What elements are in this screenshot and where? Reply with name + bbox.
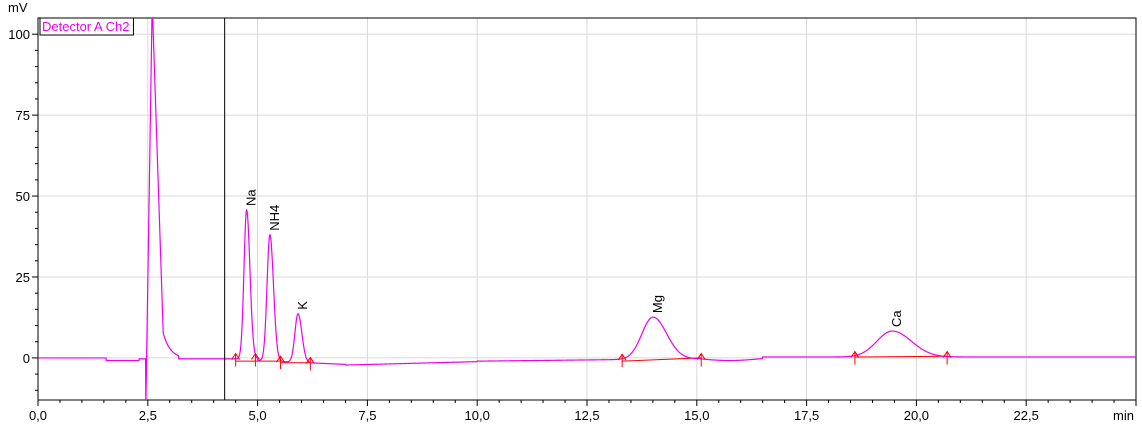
integration-marker-head: [305, 356, 315, 364]
integration-marker-head: [250, 352, 260, 360]
y-tick-label: 100: [8, 27, 30, 42]
x-axis: 0,0 2,5 5,0 7,5 10,0 12,5 15,0 17,5 20,0 22,5: [29, 400, 1137, 423]
trace-line: [38, 18, 1136, 400]
peak-label: Mg: [650, 295, 665, 313]
y-tick-label: 0: [23, 351, 30, 366]
integration-marker-head: [942, 350, 952, 358]
integration-baselines: [235, 355, 948, 364]
x-tick-label: 22,5: [1014, 408, 1039, 423]
x-tick-label: 7,5: [358, 408, 376, 423]
legend-label: Detector A Ch2: [42, 19, 129, 34]
peak-label: K: [295, 301, 310, 310]
integration-marker-head: [850, 350, 860, 358]
integration-markers: [231, 350, 952, 371]
peak-label: Na: [244, 189, 259, 206]
peak-label: Ca: [889, 310, 904, 327]
integration-baseline: [854, 355, 948, 358]
y-tick-label: 25: [16, 270, 30, 285]
y-axis: 0 25 50 75 100: [8, 27, 38, 391]
x-tick-label: 17,5: [794, 408, 819, 423]
signal-trace: [38, 18, 1136, 400]
y-tick-label: 50: [16, 189, 30, 204]
peak-label: NH4: [267, 205, 282, 231]
x-tick-label: 15,0: [684, 408, 709, 423]
integration-marker-head: [276, 355, 285, 363]
x-tick-label: 10,0: [465, 408, 490, 423]
y-tick-label: 75: [16, 108, 30, 123]
x-tick-label: 2,5: [139, 408, 157, 423]
legend: Detector A Ch2: [39, 17, 134, 36]
integration-baseline: [622, 357, 702, 362]
x-tick-label: 5,0: [249, 408, 267, 423]
y-axis-unit-label: mV: [8, 0, 28, 15]
integration-marker-head: [617, 353, 627, 361]
legend-box: [39, 17, 134, 36]
x-tick-label: 12,5: [574, 408, 599, 423]
integration-marker-head: [231, 352, 241, 360]
x-axis-unit-label: min: [1113, 408, 1134, 423]
integration-marker-head: [696, 352, 706, 360]
peak-labels: Na NH4 K Mg Ca: [244, 189, 905, 327]
grid: [38, 18, 1136, 400]
x-tick-label: 20,0: [904, 408, 929, 423]
x-tick-label: 0,0: [29, 408, 47, 423]
